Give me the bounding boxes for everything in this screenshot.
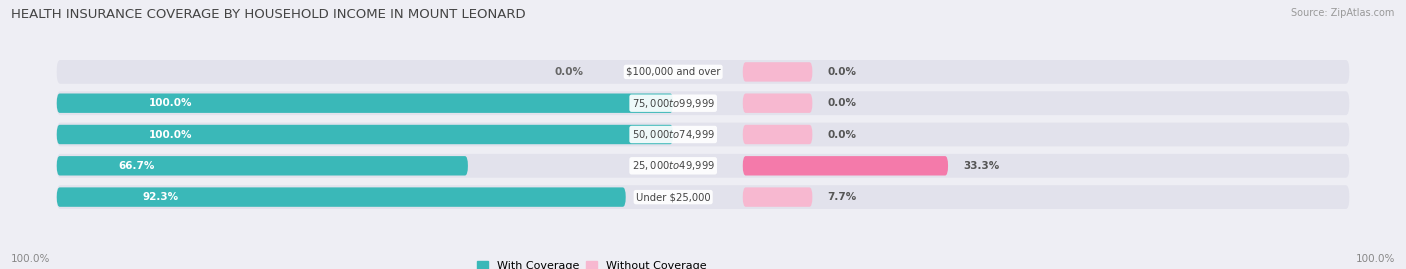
Text: 0.0%: 0.0% bbox=[827, 98, 856, 108]
FancyBboxPatch shape bbox=[56, 91, 1350, 115]
Text: $50,000 to $74,999: $50,000 to $74,999 bbox=[631, 128, 714, 141]
Text: 100.0%: 100.0% bbox=[149, 98, 193, 108]
Text: 33.3%: 33.3% bbox=[963, 161, 1000, 171]
FancyBboxPatch shape bbox=[56, 125, 673, 144]
Text: 0.0%: 0.0% bbox=[827, 129, 856, 140]
Legend: With Coverage, Without Coverage: With Coverage, Without Coverage bbox=[472, 256, 711, 269]
FancyBboxPatch shape bbox=[742, 125, 813, 144]
Text: Source: ZipAtlas.com: Source: ZipAtlas.com bbox=[1291, 8, 1395, 18]
Text: 100.0%: 100.0% bbox=[1355, 254, 1395, 264]
Text: $25,000 to $49,999: $25,000 to $49,999 bbox=[631, 159, 714, 172]
Text: $100,000 and over: $100,000 and over bbox=[626, 67, 720, 77]
Text: $75,000 to $99,999: $75,000 to $99,999 bbox=[631, 97, 714, 110]
Text: 0.0%: 0.0% bbox=[555, 67, 583, 77]
Text: 66.7%: 66.7% bbox=[118, 161, 155, 171]
Text: 7.7%: 7.7% bbox=[827, 192, 856, 202]
FancyBboxPatch shape bbox=[742, 62, 813, 82]
FancyBboxPatch shape bbox=[742, 187, 813, 207]
FancyBboxPatch shape bbox=[56, 154, 1350, 178]
Text: HEALTH INSURANCE COVERAGE BY HOUSEHOLD INCOME IN MOUNT LEONARD: HEALTH INSURANCE COVERAGE BY HOUSEHOLD I… bbox=[11, 8, 526, 21]
FancyBboxPatch shape bbox=[56, 185, 1350, 209]
Text: 100.0%: 100.0% bbox=[11, 254, 51, 264]
Text: Under $25,000: Under $25,000 bbox=[636, 192, 710, 202]
FancyBboxPatch shape bbox=[56, 60, 1350, 84]
Text: 100.0%: 100.0% bbox=[149, 129, 193, 140]
FancyBboxPatch shape bbox=[56, 94, 673, 113]
FancyBboxPatch shape bbox=[56, 187, 626, 207]
FancyBboxPatch shape bbox=[56, 123, 1350, 146]
FancyBboxPatch shape bbox=[742, 156, 948, 175]
Text: 92.3%: 92.3% bbox=[142, 192, 179, 202]
Text: 0.0%: 0.0% bbox=[827, 67, 856, 77]
FancyBboxPatch shape bbox=[742, 94, 813, 113]
FancyBboxPatch shape bbox=[56, 156, 468, 175]
